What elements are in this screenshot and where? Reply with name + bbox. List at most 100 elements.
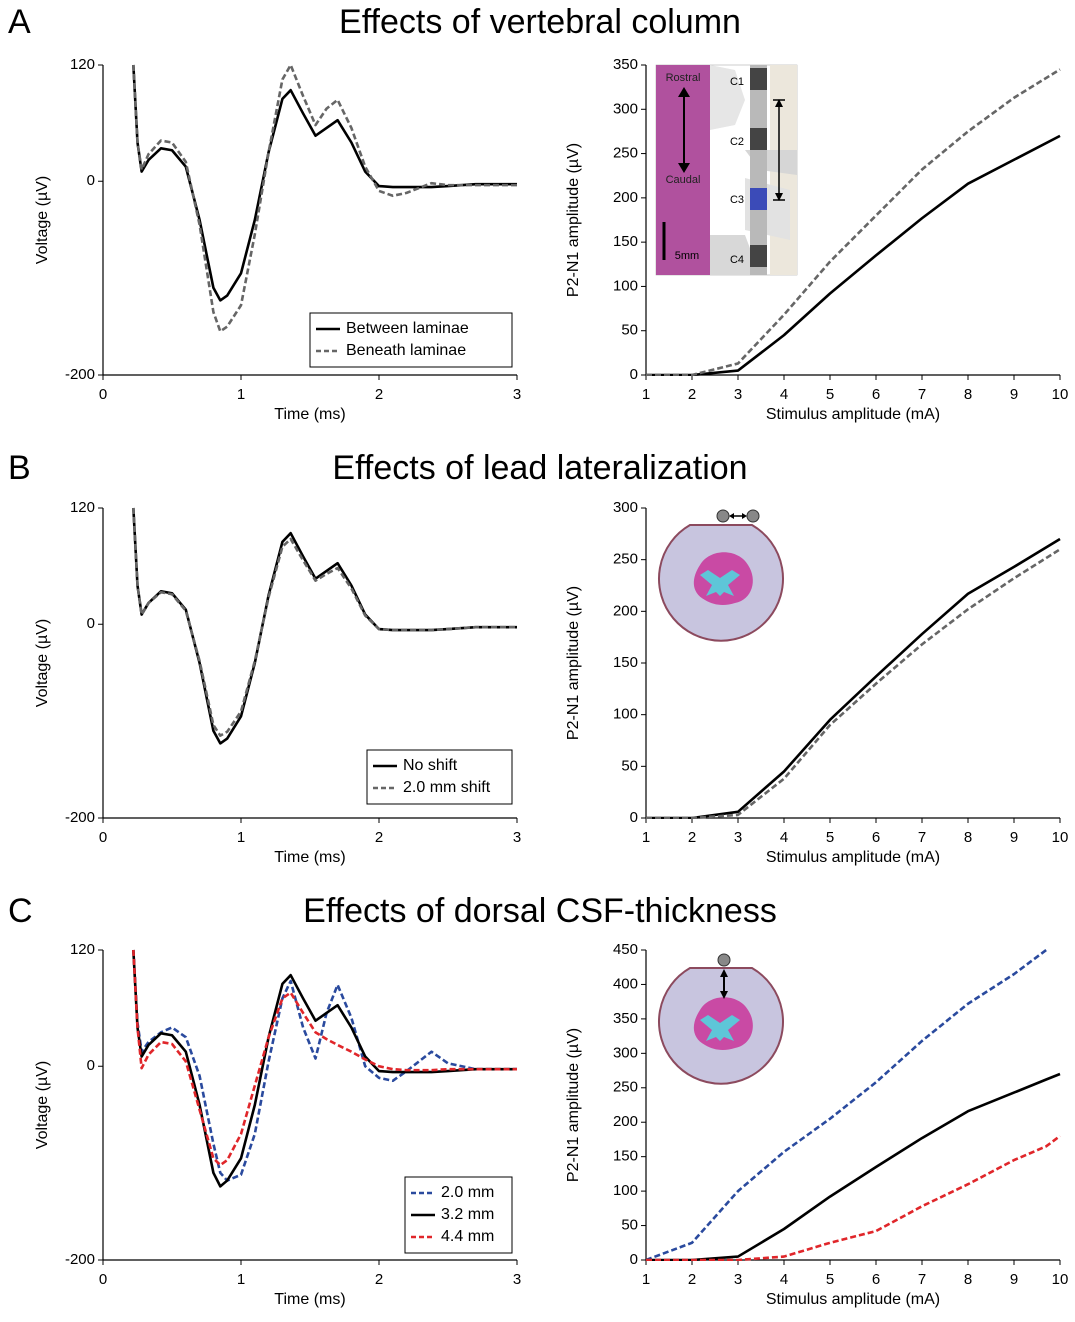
x-axis-label: Stimulus amplitude (mA) — [766, 406, 940, 423]
x-tick-label: 2 — [375, 829, 383, 846]
y-axis-label: Voltage (µV) — [34, 1061, 51, 1149]
y-tick-label: 150 — [613, 1148, 638, 1165]
x-tick-label: 3 — [513, 829, 521, 846]
y-tick-label: 400 — [613, 975, 638, 992]
y-axis-label: P2-N1 amplitude (µV) — [565, 586, 582, 740]
x-tick-label: 1 — [642, 386, 650, 403]
y-axis-label: P2-N1 amplitude (µV) — [565, 1028, 582, 1182]
inset-label: Rostral — [666, 72, 701, 84]
x-tick-label: 1 — [237, 386, 245, 403]
inset-label: C2 — [730, 136, 744, 148]
inset-cross-section — [658, 953, 784, 1085]
x-tick-label: 6 — [872, 1271, 880, 1288]
y-tick-label: 0 — [630, 809, 638, 826]
x-tick-label: 10 — [1052, 1271, 1069, 1288]
legend-label: 2.0 mm — [441, 1184, 494, 1201]
y-tick-label: 300 — [613, 100, 638, 117]
y-tick-label: -200 — [65, 366, 95, 383]
x-tick-label: 5 — [826, 386, 834, 403]
y-tick-label: 100 — [613, 706, 638, 723]
y-tick-label: 100 — [613, 277, 638, 294]
x-tick-label: 7 — [918, 1271, 926, 1288]
y-tick-label: 50 — [621, 322, 638, 339]
x-axis-label: Stimulus amplitude (mA) — [766, 1291, 940, 1308]
panel-letter: C — [8, 892, 33, 930]
x-tick-label: 0 — [99, 1271, 107, 1288]
x-axis-label: Time (ms) — [274, 406, 345, 423]
x-tick-label: 8 — [964, 1271, 972, 1288]
y-tick-label: 200 — [613, 1113, 638, 1130]
x-tick-label: 4 — [780, 1271, 788, 1288]
x-tick-label: 5 — [826, 1271, 834, 1288]
y-tick-label: 300 — [613, 499, 638, 516]
y-tick-label: 120 — [70, 499, 95, 516]
y-tick-label: 250 — [613, 1079, 638, 1096]
y-tick-label: 250 — [613, 145, 638, 162]
x-tick-label: 6 — [872, 386, 880, 403]
legend-label: Beneath laminae — [346, 342, 466, 359]
y-tick-label: 0 — [87, 1057, 95, 1074]
data-line — [646, 949, 1047, 1261]
x-tick-label: 3 — [734, 829, 742, 846]
y-axis-label: Voltage (µV) — [34, 176, 51, 264]
y-tick-label: 120 — [70, 56, 95, 73]
x-tick-label: 3 — [513, 1271, 521, 1288]
x-tick-label: 7 — [918, 386, 926, 403]
y-tick-label: 350 — [613, 1010, 638, 1027]
y-tick-label: 150 — [613, 654, 638, 671]
inset-label: C4 — [730, 254, 744, 266]
data-line — [132, 949, 517, 1182]
x-tick-label: 4 — [780, 829, 788, 846]
data-line — [646, 1134, 1061, 1261]
y-tick-label: 200 — [613, 189, 638, 206]
y-tick-label: 50 — [621, 1217, 638, 1234]
y-tick-label: 450 — [613, 941, 638, 958]
legend-label: Between laminae — [346, 320, 469, 337]
x-axis-label: Time (ms) — [274, 1291, 345, 1308]
panel-letter: B — [8, 449, 31, 487]
x-tick-label: 0 — [99, 386, 107, 403]
x-tick-label: 3 — [513, 386, 521, 403]
legend-label: 2.0 mm shift — [403, 779, 491, 796]
y-tick-label: -200 — [65, 809, 95, 826]
data-line — [646, 134, 1061, 376]
x-axis-label: Time (ms) — [274, 849, 345, 866]
legend-label: No shift — [403, 757, 458, 774]
y-tick-label: 350 — [613, 56, 638, 73]
x-tick-label: 2 — [688, 1271, 696, 1288]
y-tick-label: 150 — [613, 233, 638, 250]
data-line — [132, 949, 517, 1188]
panel-letter: A — [8, 3, 31, 41]
y-axis-label: P2-N1 amplitude (µV) — [565, 143, 582, 297]
x-tick-label: 5 — [826, 829, 834, 846]
x-tick-label: 4 — [780, 386, 788, 403]
y-tick-label: 200 — [613, 602, 638, 619]
data-line — [646, 1072, 1061, 1261]
x-tick-label: 7 — [918, 829, 926, 846]
inset-cross-section — [658, 509, 784, 642]
x-tick-label: 8 — [964, 829, 972, 846]
data-line — [132, 64, 517, 302]
inset-image — [655, 64, 798, 276]
x-tick-label: 0 — [99, 829, 107, 846]
inset-label: 5mm — [675, 250, 699, 262]
x-tick-label: 1 — [237, 1271, 245, 1288]
y-tick-label: 300 — [613, 1044, 638, 1061]
x-tick-label: 2 — [375, 386, 383, 403]
data-line — [646, 537, 1061, 819]
x-tick-label: 10 — [1052, 829, 1069, 846]
inset-label: C1 — [730, 76, 744, 88]
data-line — [646, 68, 1061, 376]
x-tick-label: 6 — [872, 829, 880, 846]
section-title: Effects of vertebral column — [339, 3, 741, 41]
legend-label: 3.2 mm — [441, 1206, 494, 1223]
x-tick-label: 1 — [642, 1271, 650, 1288]
x-tick-label: 2 — [688, 829, 696, 846]
legend-box — [366, 749, 513, 805]
y-tick-label: -200 — [65, 1251, 95, 1268]
section-title: Effects of dorsal CSF-thickness — [303, 892, 777, 930]
x-tick-label: 3 — [734, 386, 742, 403]
x-tick-label: 10 — [1052, 386, 1069, 403]
y-tick-label: 120 — [70, 941, 95, 958]
